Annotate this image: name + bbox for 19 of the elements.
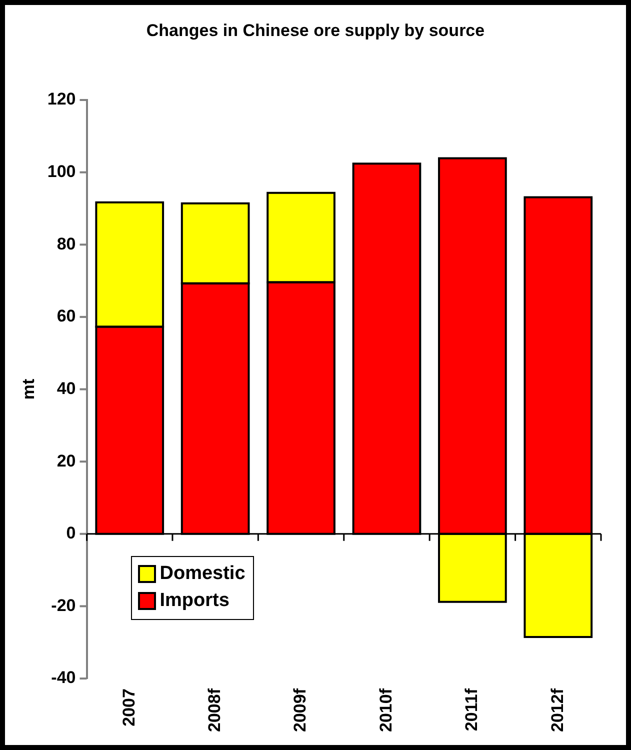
y-tick-label: 40 <box>56 378 76 398</box>
y-tick-label: 120 <box>47 90 76 109</box>
x-tick-label: 2008f <box>205 688 224 732</box>
x-tick-label: 2012f <box>548 688 567 732</box>
y-tick-label: 0 <box>66 524 76 543</box>
legend-label: Imports <box>160 590 230 612</box>
y-tick-label: -40 <box>51 668 76 688</box>
x-tick-label: 2009f <box>290 688 310 732</box>
chart-title: Changes in Chinese ore supply by source <box>145 21 486 41</box>
y-tick-label: -20 <box>51 596 76 615</box>
y-tick-label: 80 <box>56 234 76 254</box>
y-tick-label: 100 <box>47 162 76 182</box>
x-tick-label: 2010f <box>376 688 396 732</box>
y-tick-label: 60 <box>56 306 76 326</box>
x-tick-label: 2007 <box>119 688 138 726</box>
y-tick-label: 20 <box>56 451 76 470</box>
x-tick-label: 2011f <box>462 688 482 732</box>
y-axis-title: mt <box>18 378 38 400</box>
legend-label: Domestic <box>160 563 246 586</box>
